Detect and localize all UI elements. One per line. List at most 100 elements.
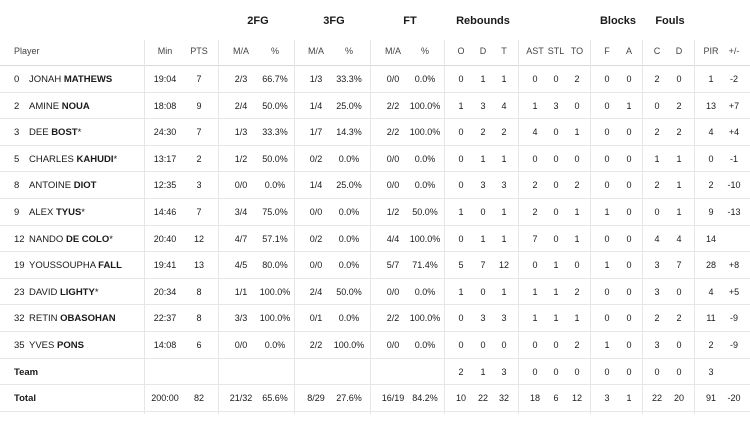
table-row[interactable]: 9 ALEX TYUS* 14:46 7 3/4 75.0% 0/0 0.0% 1/2 50.0%… — [0, 199, 750, 226]
player-last-name: FALL — [98, 260, 122, 272]
table-row[interactable]: 35 YVES PONS 14:08 6 0/0 0.0% 2/2 100.0% 0/0 0.0%… — [0, 332, 750, 359]
header-min[interactable]: Min — [157, 46, 173, 56]
header-foul-d[interactable]: D — [675, 46, 683, 56]
table-row[interactable]: 2 AMINE NOUA 18:08 9 2/4 50.0% 1/4 25.0% 2/2 100.… — [0, 93, 750, 120]
player-number: 5 — [14, 153, 20, 165]
stat-fg2: 2/3 — [234, 74, 248, 84]
stat-ftp: 100.0% — [409, 233, 441, 244]
player-name-link[interactable]: 8 ANTOINE DIOT — [14, 180, 144, 191]
stat-to: 2 — [574, 286, 580, 297]
stat-fg3p: 50.0% — [336, 286, 362, 297]
column-divider — [370, 40, 371, 414]
stat-bf: 0 — [604, 74, 610, 84]
total-row[interactable]: Total 200:00 82 21/32 65.6% 8/29 27.6% 16/19 84.… — [0, 385, 750, 412]
header-to[interactable]: TO — [570, 46, 584, 56]
stat-ft: 0/0 — [386, 74, 400, 84]
player-name-link[interactable]: 3 DEE BOST* — [14, 127, 144, 138]
player-number: 8 — [14, 180, 20, 192]
player-name-link[interactable]: 35 YVES PONS — [14, 340, 144, 351]
header-blk-a[interactable]: A — [625, 46, 632, 56]
player-name-link[interactable]: 0 JONAH MATHEWS — [14, 74, 144, 85]
starter-marker: * — [94, 286, 99, 298]
stat-stl: 0 — [553, 74, 559, 84]
stat-min: 22:37 — [153, 313, 177, 324]
stat-pir: 14 — [705, 233, 716, 244]
stat-bf: 1 — [604, 340, 610, 350]
starter-marker: * — [113, 153, 118, 165]
player-name-link[interactable]: 5 CHARLES KAHUDI* — [14, 154, 144, 165]
stat-bf: 0 — [604, 153, 610, 164]
stat-fc: 3 — [654, 340, 660, 350]
table-row[interactable]: 3 DEE BOST* 24:30 7 1/3 33.3% 1/7 14.3% 2/2 100.0… — [0, 119, 750, 146]
stat-fg3: 1/3 — [309, 74, 323, 84]
starter-marker: * — [81, 207, 85, 218]
header-reb-t[interactable]: T — [501, 46, 507, 56]
header-blk-f[interactable]: F — [604, 46, 610, 56]
player-name-link[interactable]: 9 ALEX TYUS* — [14, 207, 144, 218]
table-row[interactable]: 19 YOUSSOUPHA FALL 19:41 13 4/5 80.0% 0/0 0.0% 5… — [0, 252, 750, 279]
column-divider — [642, 40, 643, 414]
stat-ast: 18 — [529, 393, 540, 404]
column-divider — [444, 40, 445, 414]
stat-fd: 2 — [676, 127, 682, 138]
stat-ba: 0 — [626, 366, 632, 377]
stat-stl: 6 — [553, 393, 559, 404]
stat-pts: 6 — [196, 340, 202, 350]
stat-ba: 0 — [626, 127, 632, 138]
table-row[interactable]: 0 JONAH MATHEWS 19:04 7 2/3 66.7% 1/3 33.3% 0/0 0… — [0, 66, 750, 93]
header-2fg-ma[interactable]: M/A — [232, 46, 249, 56]
header-foul-c[interactable]: C — [653, 46, 661, 56]
player-name-link[interactable]: 23 DAVID LIGHTY* — [14, 287, 144, 298]
stat-fg2: 1/1 — [234, 286, 248, 297]
stat-stl: 0 — [553, 153, 559, 164]
stat-fd: 0 — [676, 74, 682, 84]
header-2fg-pct[interactable]: % — [270, 46, 279, 56]
table-row[interactable]: 5 CHARLES KAHUDI* 13:17 2 1/2 50.0% 0/2 0.0% 0/0… — [0, 146, 750, 173]
stat-fg2: 1/3 — [234, 127, 248, 138]
stat-fg3: 0/2 — [309, 233, 323, 244]
table-row[interactable]: 8 ANTOINE DIOT 12:35 3 0/0 0.0% 1/4 25.0% 0/0 0.0… — [0, 172, 750, 199]
header-3fg-ma[interactable]: M/A — [307, 46, 324, 56]
player-first-name: ALEX — [29, 207, 54, 218]
header-ft-pct[interactable]: % — [420, 46, 429, 56]
stat-pir: 91 — [705, 393, 716, 404]
stat-o: 0 — [458, 127, 464, 138]
stat-pir: 0 — [708, 153, 714, 164]
group-ft: FT — [403, 15, 417, 27]
stat-fg2p: 0.0% — [264, 180, 286, 191]
player-name-link[interactable]: 2 AMINE NOUA — [14, 101, 144, 112]
player-name-link[interactable]: 12 NANDO DE COLO* — [14, 234, 144, 245]
stat-pts: 8 — [196, 286, 202, 297]
player-name-link[interactable]: 32 RETIN OBASOHAN — [14, 313, 144, 324]
stat-ast: 1 — [532, 100, 538, 111]
player-name-link[interactable]: 19 YOUSSOUPHA FALL — [14, 260, 144, 271]
stat-stl: 1 — [553, 286, 559, 297]
header-plus-minus[interactable]: +/- — [728, 46, 740, 56]
header-stl[interactable]: STL — [547, 46, 565, 56]
stat-ba: 1 — [626, 393, 632, 404]
stat-ftp: 0.0% — [414, 74, 436, 84]
stat-bf: 0 — [604, 127, 610, 138]
header-player[interactable]: Player — [14, 46, 40, 56]
stat-ast: 0 — [532, 74, 538, 84]
stat-pts: 7 — [196, 207, 202, 217]
player-first-name: AMINE — [29, 100, 60, 112]
stat-bf: 0 — [604, 366, 610, 377]
header-reb-o[interactable]: O — [457, 46, 465, 56]
table-row[interactable]: 12 NANDO DE COLO* 20:40 12 4/7 57.1% 0/2 0.0% 4/… — [0, 226, 750, 253]
header-ast[interactable]: AST — [526, 46, 544, 56]
header-ft-ma[interactable]: M/A — [384, 46, 401, 56]
stat-to: 0 — [574, 366, 580, 377]
stat-d: 2 — [480, 127, 486, 138]
player-number: 19 — [14, 260, 25, 272]
header-reb-d[interactable]: D — [479, 46, 487, 56]
stat-o: 10 — [455, 393, 466, 404]
table-row[interactable]: 32 RETIN OBASOHAN 22:37 8 3/3 100.0% 0/1 0.0% 2/… — [0, 305, 750, 332]
header-3fg-pct[interactable]: % — [344, 46, 353, 56]
header-pir[interactable]: PIR — [703, 46, 719, 56]
stat-o: 1 — [458, 207, 464, 217]
team-row[interactable]: Team 2 1 3 0 0 0 0 0 0 0 3 — [0, 359, 750, 386]
table-row[interactable]: 23 DAVID LIGHTY* 20:34 8 1/1 100.0% 2/4 50.0% 0/… — [0, 279, 750, 306]
stat-fd: 20 — [673, 393, 684, 404]
header-pts[interactable]: PTS — [190, 46, 208, 56]
